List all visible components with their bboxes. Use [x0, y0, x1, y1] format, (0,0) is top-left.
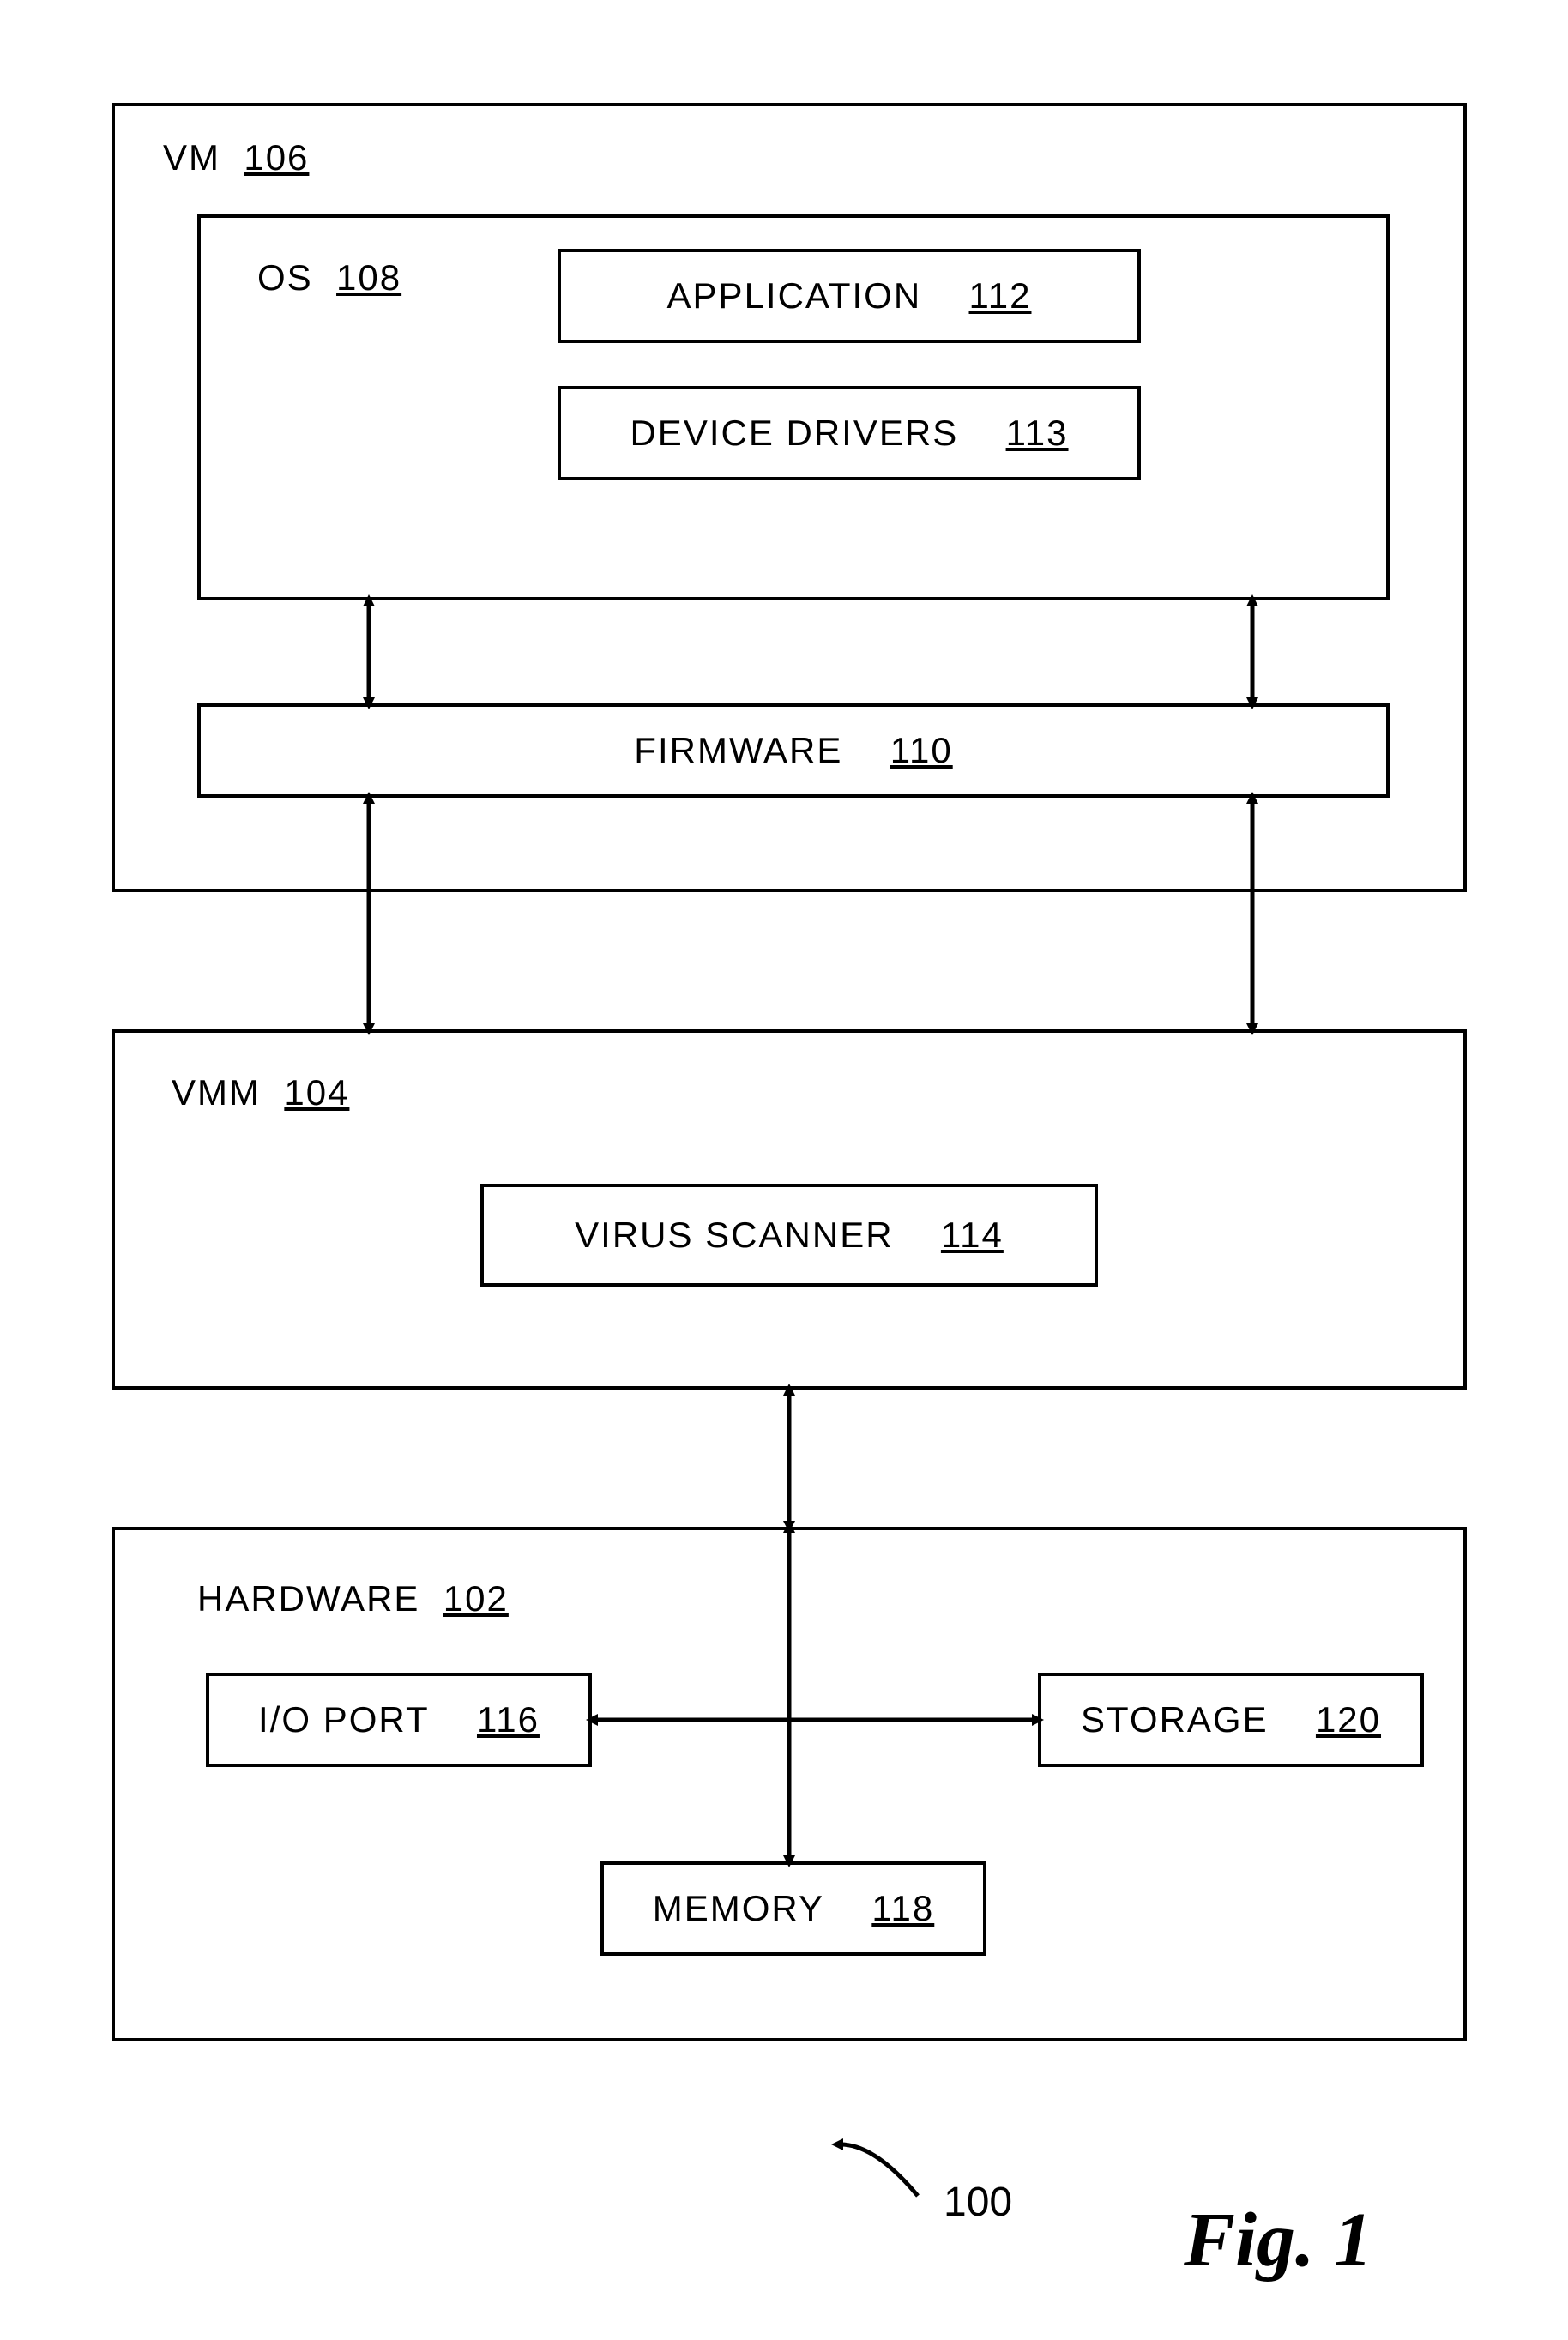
- vmm-label-text: VMM: [172, 1072, 261, 1113]
- storage-box: STORAGE 120: [1038, 1673, 1424, 1767]
- virus-scanner-label-text: VIRUS SCANNER: [575, 1215, 893, 1256]
- io-port-label-num: 116: [477, 1699, 540, 1740]
- device-drivers-box: DEVICE DRIVERS 113: [558, 386, 1141, 480]
- io-port-label-text: I/O PORT: [258, 1699, 430, 1740]
- application-label-num: 112: [969, 275, 1032, 317]
- ref-100-leader: [841, 2144, 918, 2196]
- figure-label: Fig. 1: [1184, 2196, 1372, 2284]
- memory-label-text: MEMORY: [653, 1888, 824, 1929]
- hardware-label-num: 102: [443, 1578, 509, 1619]
- storage-label-text: STORAGE: [1081, 1699, 1269, 1740]
- firmware-box: FIRMWARE 110: [197, 703, 1390, 798]
- device-drivers-label-text: DEVICE DRIVERS: [630, 413, 958, 454]
- io-port-box: I/O PORT 116: [206, 1673, 592, 1767]
- os-label: OS 108: [257, 257, 401, 299]
- figure-label-text: Fig. 1: [1184, 2198, 1372, 2283]
- vmm-label: VMM 104: [172, 1072, 349, 1113]
- os-label-num: 108: [336, 257, 401, 298]
- ref-100-text: 100: [944, 2180, 1012, 2225]
- ref-100-label: 100: [944, 2179, 1012, 2226]
- hardware-label: HARDWARE 102: [197, 1578, 509, 1619]
- firmware-label-num: 110: [890, 730, 953, 771]
- memory-label-num: 118: [871, 1888, 934, 1929]
- firmware-label-text: FIRMWARE: [634, 730, 842, 771]
- vm-label-text: VM: [163, 137, 220, 178]
- virus-scanner-label-num: 114: [941, 1215, 1004, 1256]
- os-label-text: OS: [257, 257, 313, 298]
- storage-label-num: 120: [1316, 1699, 1381, 1740]
- memory-box: MEMORY 118: [600, 1861, 986, 1956]
- application-label-text: APPLICATION: [667, 275, 922, 317]
- diagram-canvas: VM 106 OS 108 APPLICATION 112 DEVICE DRI…: [0, 0, 1568, 2340]
- hardware-label-text: HARDWARE: [197, 1578, 419, 1619]
- vm-label: VM 106: [163, 137, 309, 178]
- vm-label-num: 106: [244, 137, 309, 178]
- virus-scanner-box: VIRUS SCANNER 114: [480, 1184, 1098, 1287]
- device-drivers-label-num: 113: [1006, 413, 1069, 454]
- application-box: APPLICATION 112: [558, 249, 1141, 343]
- vmm-label-num: 104: [284, 1072, 349, 1113]
